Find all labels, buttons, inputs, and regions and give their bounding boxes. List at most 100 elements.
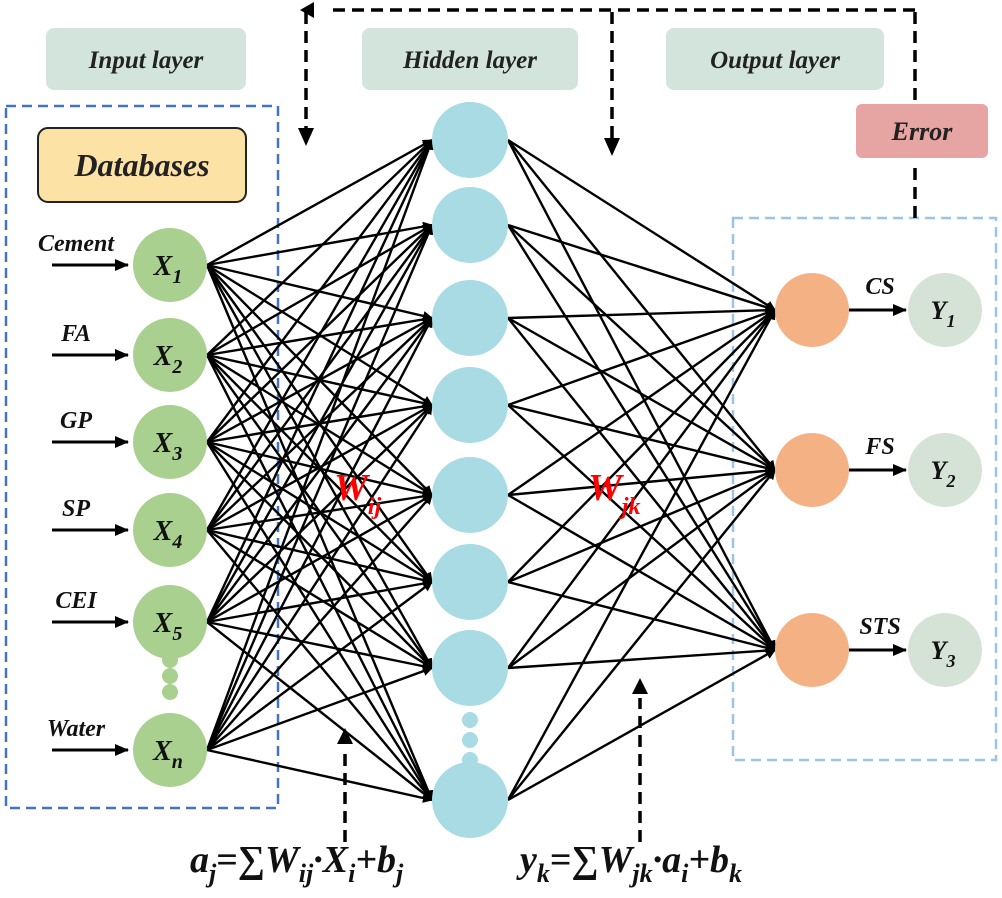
edge-hidden-7-output-1 [507,309,776,669]
output-layer-badge [666,28,884,90]
hidden-node-3 [432,280,508,356]
input-node-label: X3 [153,428,183,465]
edge-hidden-1-output-1 [507,138,776,312]
input-name-label: FA [60,321,91,347]
edge-input-6-hidden-7 [206,666,433,752]
feedback-arrow-left-icon [298,128,314,146]
input-node-2 [133,318,207,392]
edge-input-6-hidden-4 [205,404,434,751]
edge-hidden-4-output-2 [507,403,776,473]
input-node-label: X2 [153,341,183,378]
edge-hidden-6-output-2 [507,468,776,584]
hidden-node-7 [432,630,508,706]
error-box [856,104,988,158]
edge-input-4-hidden-7 [206,528,433,670]
input-ellipsis-dot [162,668,178,684]
error-label: Error [891,117,954,146]
input-name-label: Water [47,716,106,742]
result-node-3 [908,613,982,687]
edge-input-4-hidden-4 [206,403,433,532]
hidden-node-2 [432,187,508,263]
hidden-node-6 [432,544,508,620]
output-layer-boundary [731,216,998,762]
result-node-label: Y2 [931,456,956,491]
edge-input-5-hidden-1 [205,139,434,623]
edge-hidden-5-output-1 [507,309,776,496]
output-node-2 [775,433,849,507]
formula-hidden: aj=∑Wij·Xi+bj [190,839,404,888]
result-node-2 [908,433,982,507]
result-node-1 [908,273,982,347]
edge-hidden-4-output-3 [507,404,776,651]
edge-input-5-hidden-3 [206,317,433,623]
edge-hidden-3-output-3 [507,317,776,651]
hidden-node-4 [432,367,508,443]
databases-box [37,127,247,203]
hidden-node-8 [432,762,508,838]
input-node-label: X1 [153,251,183,288]
input-layer-badge [46,28,246,90]
input-name-label: Cement [38,231,115,257]
edge-hidden-8-output-1 [506,309,777,801]
input-node-label: X5 [153,608,183,645]
edge-input-6-hidden-1 [205,139,434,751]
edge-hidden-2-output-1 [507,223,776,313]
hidden-layer-title: Hidden layer [402,47,537,74]
input-ellipsis-dot [162,652,178,668]
hidden-node-5 [432,457,508,533]
hidden-ellipsis-dot [462,712,478,728]
output-name-label: FS [864,434,894,460]
edge-input-6-hidden-3 [205,317,434,751]
edge-hidden-5-output-3 [507,493,776,652]
edge-hidden-7-output-3 [507,645,776,670]
input-node-label: X4 [153,516,183,553]
feedback-loop [304,8,917,218]
output-node-3 [775,613,849,687]
formula-output: yk=∑Wjk·ai+bk [516,839,742,888]
edge-hidden-8-output-2 [507,469,776,801]
edge-input-5-hidden-2 [205,224,434,623]
input-node-1 [133,228,207,302]
edge-hidden-6-output-3 [507,580,776,653]
edge-input-1-hidden-2 [206,221,433,267]
edge-hidden-3-output-1 [507,305,776,320]
formula-output-arrow-icon [632,678,648,694]
hidden-node-1 [432,102,508,178]
edge-input-4-hidden-1 [205,139,434,531]
input-node-label: Xn [152,736,183,773]
result-node-label: Y1 [931,296,956,331]
databases-label: Databases [73,147,209,183]
edge-input-6-hidden-6 [206,581,433,751]
input-node-3 [133,405,207,479]
input-ellipsis-dot [162,684,178,700]
edge-input-4-hidden-6 [206,528,433,585]
edge-input-5-hidden-6 [206,578,433,624]
weight-ij-label: Wij [334,467,381,520]
edge-hidden-3-output-2 [507,316,776,472]
edge-input-4-hidden-2 [206,224,433,531]
connections [205,138,777,803]
formula-hidden-arrow-icon [337,728,353,744]
nodes: X1 Cement X2 FA X3 GP X4 SP X5 CEI Xn Water CS Y1 FS Y2… [38,102,982,838]
edge-hidden-5-output-2 [507,465,776,497]
feedback-arrow-right-icon [604,138,620,156]
output-name-label: CS [865,274,894,300]
edge-input-2-hidden-1 [206,139,433,356]
edge-hidden-6-output-1 [507,309,776,583]
edge-hidden-2-output-2 [507,224,776,471]
result-node-label: Y3 [931,636,956,671]
output-layer-title: Output layer [710,47,840,74]
output-name-label: STS [859,614,900,640]
hidden-layer-badge [362,28,578,90]
edge-input-6-hidden-8 [206,748,433,803]
edge-input-3-hidden-1 [206,139,433,443]
edge-hidden-4-output-1 [507,308,776,407]
input-name-label: GP [60,408,92,434]
hidden-ellipsis-dot [462,752,478,768]
input-node-6 [133,713,207,787]
edge-hidden-7-output-2 [507,469,776,669]
weight-jk-label: Wjk [588,467,640,520]
edge-input-6-hidden-5 [206,494,433,751]
input-name-label: SP [62,496,90,522]
